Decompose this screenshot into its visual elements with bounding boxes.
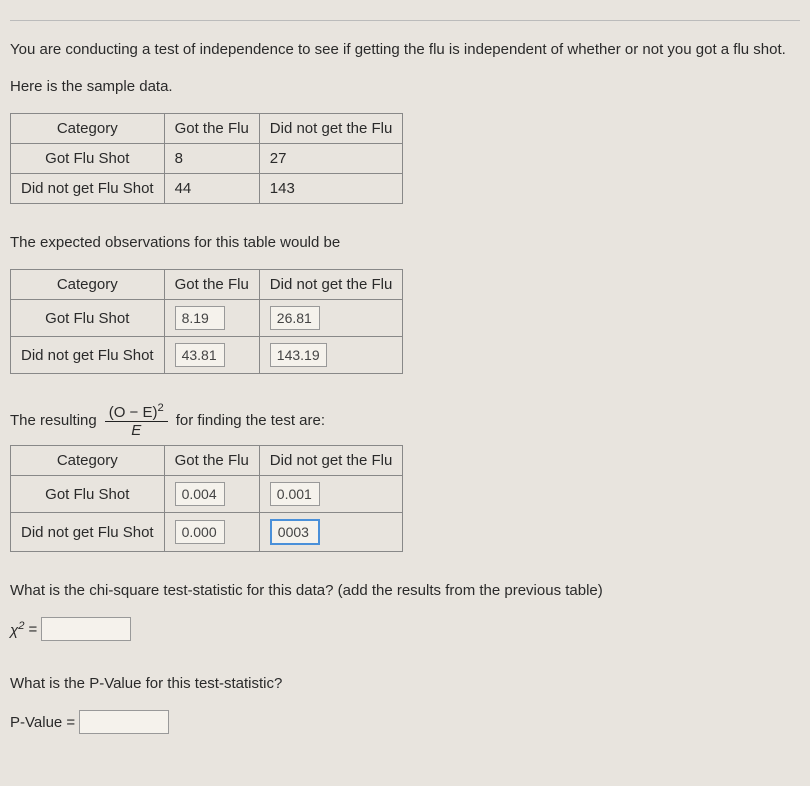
header-col1: Got the Flu (164, 446, 259, 476)
row-label: Got Flu Shot (11, 476, 165, 513)
header-category: Category (11, 446, 165, 476)
expected-input-r2c2[interactable]: 143.19 (270, 343, 327, 367)
table-row: Category Got the Flu Did not get the Flu (11, 270, 403, 300)
header-category: Category (11, 114, 165, 144)
intro-text: You are conducting a test of independenc… (10, 39, 800, 60)
expected-input-r1c1[interactable]: 8.19 (175, 306, 225, 330)
chisq-input-r2c2[interactable]: 0003 (270, 519, 320, 545)
table-row: Category Got the Flu Did not get the Flu (11, 114, 403, 144)
row-label: Got Flu Shot (11, 300, 165, 337)
table-row: Category Got the Flu Did not get the Flu (11, 446, 403, 476)
pvalue-input[interactable] (79, 710, 169, 734)
row-label: Did not get Flu Shot (11, 513, 165, 552)
resulting-suffix: for finding the test are: (176, 412, 325, 429)
table-row: Got Flu Shot 8.19 26.81 (11, 300, 403, 337)
teststat-question: What is the chi-square test-statistic fo… (10, 580, 800, 601)
chisq-input-r2c1[interactable]: 0.000 (175, 520, 225, 544)
chisq-input-r1c2[interactable]: 0.001 (270, 482, 320, 506)
header-col1: Got the Flu (164, 270, 259, 300)
expected-table: Category Got the Flu Did not get the Flu… (10, 269, 403, 374)
cell-value: 27 (259, 144, 403, 174)
row-label: Did not get Flu Shot (11, 174, 165, 204)
table-row: Did not get Flu Shot 44 143 (11, 174, 403, 204)
resulting-formula-line: The resulting (O − E)2 E for finding the… (10, 402, 800, 439)
cell-value: 143 (259, 174, 403, 204)
pvalue-label: P-Value = (10, 714, 75, 731)
header-col2: Did not get the Flu (259, 446, 403, 476)
row-label: Did not get Flu Shot (11, 337, 165, 374)
chi-symbol: χ2 (10, 620, 24, 639)
chisq-table: Category Got the Flu Did not get the Flu… (10, 445, 403, 552)
teststat-input[interactable] (41, 617, 131, 641)
table-row: Did not get Flu Shot 0.000 0003 (11, 513, 403, 552)
pvalue-question: What is the P-Value for this test-statis… (10, 673, 800, 694)
header-category: Category (11, 270, 165, 300)
table-row: Got Flu Shot 0.004 0.001 (11, 476, 403, 513)
expected-input-r2c1[interactable]: 43.81 (175, 343, 225, 367)
formula-fraction: (O − E)2 E (105, 402, 168, 439)
expected-input-r1c2[interactable]: 26.81 (270, 306, 320, 330)
cell-value: 44 (164, 174, 259, 204)
header-col1: Got the Flu (164, 114, 259, 144)
table-row: Got Flu Shot 8 27 (11, 144, 403, 174)
cell-value: 8 (164, 144, 259, 174)
table-row: Did not get Flu Shot 43.81 143.19 (11, 337, 403, 374)
header-col2: Did not get the Flu (259, 114, 403, 144)
resulting-prefix: The resulting (10, 412, 97, 429)
equals-sign: = (28, 621, 37, 638)
row-label: Got Flu Shot (11, 144, 165, 174)
expected-label: The expected observations for this table… (10, 232, 800, 253)
sample-data-label: Here is the sample data. (10, 76, 800, 97)
header-col2: Did not get the Flu (259, 270, 403, 300)
observed-table: Category Got the Flu Did not get the Flu… (10, 113, 403, 204)
chisq-input-r1c1[interactable]: 0.004 (175, 482, 225, 506)
